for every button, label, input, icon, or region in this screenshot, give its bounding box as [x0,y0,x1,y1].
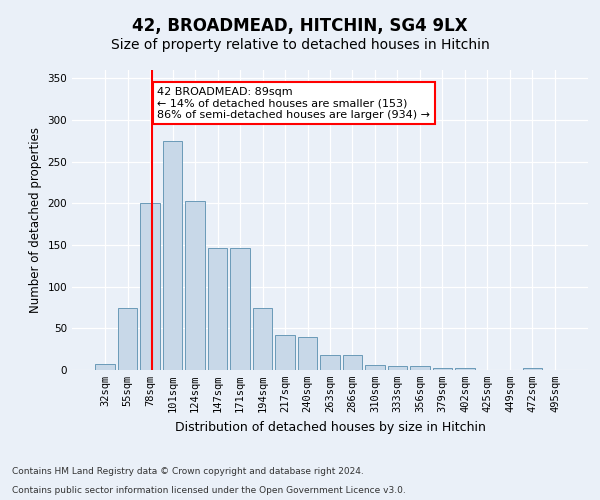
Bar [343,355,362,370]
Text: Contains HM Land Registry data © Crown copyright and database right 2024.: Contains HM Land Registry data © Crown c… [12,467,364,476]
Bar [455,368,475,370]
Bar [185,201,205,370]
Bar [230,248,250,370]
Bar [118,308,137,370]
Bar [433,368,452,370]
Bar [95,364,115,370]
Bar [320,355,340,370]
Bar [163,141,182,370]
Text: 42 BROADMEAD: 89sqm
← 14% of detached houses are smaller (153)
86% of semi-detac: 42 BROADMEAD: 89sqm ← 14% of detached ho… [157,86,430,120]
Bar [275,335,295,370]
Bar [298,336,317,370]
Bar [523,368,542,370]
Bar [388,366,407,370]
Text: Size of property relative to detached houses in Hitchin: Size of property relative to detached ho… [110,38,490,52]
Text: Contains public sector information licensed under the Open Government Licence v3: Contains public sector information licen… [12,486,406,495]
Bar [365,365,385,370]
X-axis label: Distribution of detached houses by size in Hitchin: Distribution of detached houses by size … [175,420,485,434]
Bar [410,366,430,370]
Y-axis label: Number of detached properties: Number of detached properties [29,127,42,313]
Bar [208,248,227,370]
Bar [140,204,160,370]
Text: 42, BROADMEAD, HITCHIN, SG4 9LX: 42, BROADMEAD, HITCHIN, SG4 9LX [132,18,468,36]
Bar [253,308,272,370]
